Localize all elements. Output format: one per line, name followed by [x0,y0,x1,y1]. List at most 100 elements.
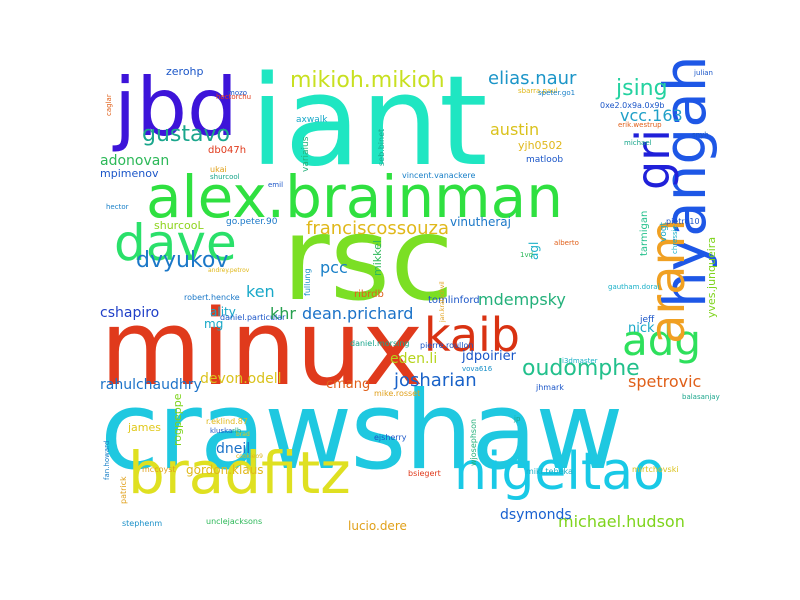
word: mccoyst [142,465,176,474]
word: jp [514,415,521,423]
word: gautham.dorai [608,283,660,291]
word: shurcool [210,173,240,181]
word: rahulchaudhry [100,377,202,393]
word: oudomphe [522,356,640,381]
word: seb.binet [377,128,386,166]
word: andrey.petrov [208,267,250,274]
word: dave [114,214,237,272]
word: speter.go1 [538,89,576,97]
word: matloob [526,155,564,165]
word: ken [246,282,275,301]
word: nick [628,321,655,336]
word: caglar [105,94,113,116]
word: vova616 [462,365,493,373]
word: julian [694,69,713,77]
word: db047h [208,145,247,156]
word: cmang [326,377,371,392]
word: cshapiro [100,305,160,321]
word: yjh0502 [518,139,563,152]
word: kluska [210,427,233,435]
word: fan.howard [103,440,111,480]
word: michael [624,139,652,147]
word: jeff [640,315,655,325]
word: jan.kratochvil [439,281,446,322]
word: unclejacksons [206,517,263,526]
word: adonovan [100,153,170,169]
word: mpimenov [100,167,159,180]
word: variaius [301,136,311,172]
word: dsymonds [500,507,572,523]
word: daniel.morsing [350,339,410,348]
word: wjosephson [469,418,478,466]
word: fullung [303,268,312,296]
word: stephenm [122,519,163,528]
word: devon.odell [200,371,282,387]
word: spetrovic [628,372,702,391]
word: mg [204,317,224,331]
word: mdempsky [478,290,566,309]
word: crawshaw [100,369,624,494]
word: miki.tebeka [526,467,573,476]
word: mozo [228,89,248,97]
word: emil [268,181,284,189]
word: vincent.vanackere [402,171,476,180]
word: ejsherry [374,433,407,442]
word: lucio.dere [348,519,407,533]
word: erik.westrup [618,121,662,129]
word: dean.prichard [302,304,414,323]
word: jhmark [536,383,564,392]
word: mirtchovski [632,465,679,474]
word: eden.li [390,351,438,367]
word: zerohp [166,65,204,78]
word: ribrdb [354,289,384,300]
word: yves.junqueira [705,236,718,318]
word: hector [106,203,129,211]
word: hectorchu [216,93,252,101]
word: balasanjay [682,393,720,401]
word: r.eklind.87 [206,417,248,426]
word: iant [250,60,488,194]
word-cloud: crawshaw minux rsc iant bradfitz alex.br… [100,60,740,540]
word: pierre.roullon [420,341,474,350]
word: sbarra.paul [518,87,558,95]
word: minux [100,287,424,409]
word: james [128,421,162,434]
word: kaib [424,308,520,362]
word: gustavo [142,122,230,147]
word: austin [490,120,540,139]
word: dvyukov [136,248,229,273]
word: elias.naur [488,68,577,89]
word: mikioh.mikioh [290,68,445,93]
word: chressie [671,225,679,254]
word: 1vd [520,251,534,259]
word: pietro10 [666,217,700,226]
word: khr [270,304,296,323]
word: i3dmaster [562,357,598,365]
word: shurcooL [154,219,204,232]
word: dneil [216,441,251,457]
word: bradfitz [128,439,351,507]
word: tarmigan [639,210,650,256]
word: ukai [210,165,227,174]
word: franciscossouza [306,218,450,239]
word: 0xe2.0x9a.0x9b [600,101,665,110]
word: jsing [616,76,668,101]
word: bsiegert [408,469,441,478]
word: nigeltao [454,442,665,502]
word: gordon.klaus [186,463,264,477]
word: michael.hudson [558,512,685,531]
word: alex.brainman [146,163,563,231]
word: rlh [232,427,242,435]
word: brad [236,431,250,438]
word: alberto [554,239,579,247]
word: vinutheraj [450,215,511,229]
word: pcc [320,258,348,277]
word: cookieo9 [236,453,263,460]
word: adg [622,316,702,365]
word: jdpoirier [462,349,516,364]
word: mike.rosset [374,389,421,398]
word: ality [210,305,236,319]
word: josharian [394,370,477,391]
word: snyh [692,131,709,139]
